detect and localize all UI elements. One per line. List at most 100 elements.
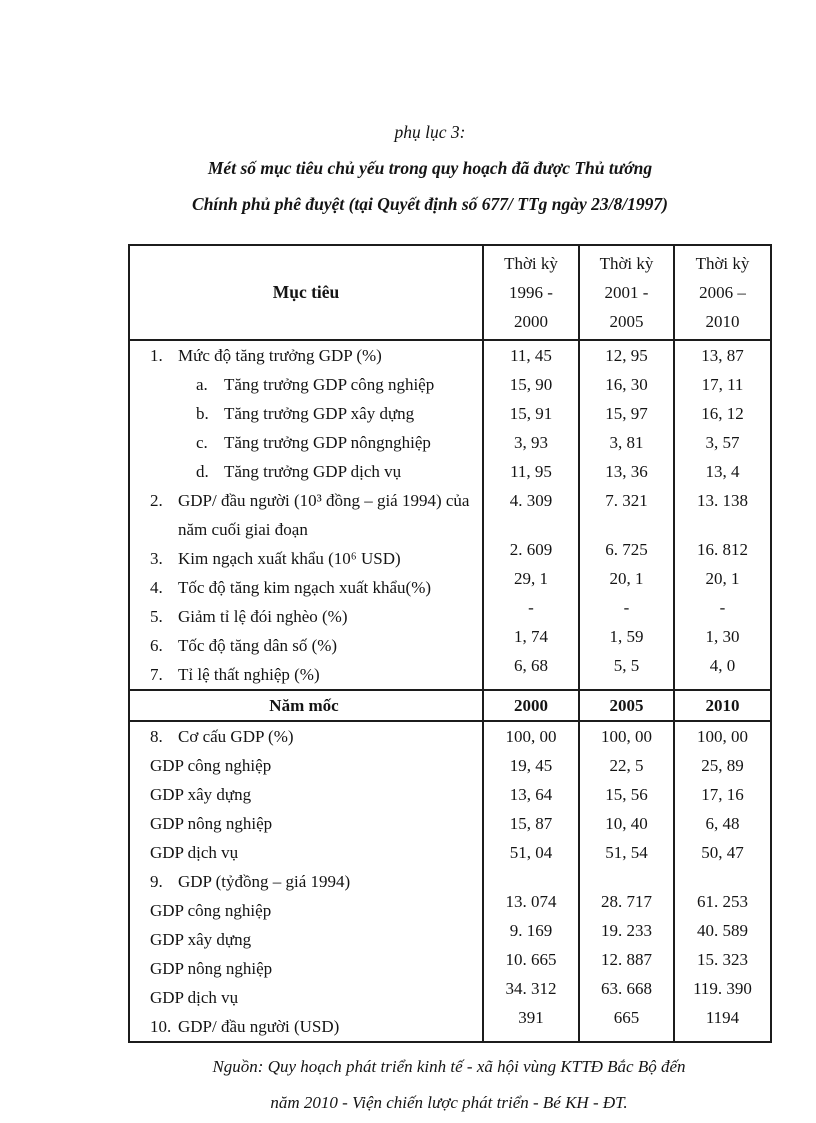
table-header-row: Mục tiêu Thời kỳ 1996 - 2000 Thời kỳ 200… bbox=[129, 245, 771, 341]
table-row: 7. Tỉ lệ thất nghiệp (%) 6, 68 5, 5 4, 0 bbox=[129, 656, 771, 690]
table-row: b. Tăng trưởng GDP xây dựng 15, 91 15, 9… bbox=[129, 399, 771, 428]
row-value-2001-2005: 15, 97 bbox=[578, 399, 674, 428]
title-main: Mét số mục tiêu chủ yếu trong quy hoạch … bbox=[192, 158, 668, 214]
row-value-1996-2000: 13, 64 bbox=[482, 780, 579, 809]
targets-table: Mục tiêu Thời kỳ 1996 - 2000 Thời kỳ 200… bbox=[128, 244, 772, 1043]
row-value-1996-2000: 3, 93 bbox=[482, 428, 579, 457]
row-value-1996-2000: 4. 309 bbox=[482, 486, 579, 544]
row-number: 2. bbox=[150, 491, 163, 510]
row-value-1996-2000: 2000 bbox=[482, 689, 579, 722]
row-value-1996-2000: 100, 00 bbox=[482, 721, 579, 751]
row-label: GDP/ đầu người (10³ đồng – giá 1994) của… bbox=[178, 491, 470, 539]
row-value-2006-2010: 4, 0 bbox=[673, 656, 771, 690]
row-number: 1. bbox=[150, 346, 163, 365]
row-value-1996-2000: 51, 04 bbox=[482, 838, 579, 867]
table-row: GDP xây dựng 13, 64 15, 56 17, 16 bbox=[129, 780, 771, 809]
row-value-2001-2005: 2005 bbox=[578, 689, 674, 722]
table-row: 10. GDP/ đầu người (USD) 391 665 1194 bbox=[129, 1008, 771, 1042]
row-value-1996-2000: 10. 665 bbox=[482, 950, 579, 983]
row-value-2006-2010: 13. 138 bbox=[673, 486, 771, 544]
row-value-2001-2005: 13, 36 bbox=[578, 457, 674, 486]
row-number: 8. bbox=[150, 727, 163, 746]
row-value-2001-2005: 51, 54 bbox=[578, 838, 674, 867]
row-value-2001-2005: 7. 321 bbox=[578, 486, 674, 544]
row-number: 6. bbox=[150, 636, 163, 655]
row-value-2001-2005: 10, 40 bbox=[578, 809, 674, 838]
row-label: Tăng trưởng GDP nôngnghiệp bbox=[224, 433, 431, 452]
row-value-2001-2005: 12. 887 bbox=[578, 950, 674, 983]
row-value-2006-2010: 61. 253 bbox=[673, 892, 771, 925]
row-label: Tăng trưởng GDP xây dựng bbox=[224, 404, 415, 423]
row-value-2006-2010: 15. 323 bbox=[673, 950, 771, 983]
row-label: Năm mốc bbox=[269, 696, 339, 715]
row-value-1996-2000: 11, 45 bbox=[482, 340, 579, 370]
row-label: GDP công nghiệp bbox=[150, 901, 272, 920]
row-number: d. bbox=[196, 462, 209, 481]
table-row: 8. Cơ cấu GDP (%) 100, 00 100, 00 100, 0… bbox=[129, 721, 771, 751]
header-muc-tieu: Mục tiêu bbox=[129, 245, 483, 341]
table-row: 9. GDP (tỷđồng – giá 1994) bbox=[129, 867, 771, 896]
row-value-2001-2005 bbox=[578, 867, 674, 896]
row-value-2006-2010: 17, 11 bbox=[673, 370, 771, 399]
title-prefix: phụ lục 3: bbox=[394, 122, 466, 142]
row-value-2006-2010: 40. 589 bbox=[673, 921, 771, 954]
row-value-1996-2000: 13. 074 bbox=[482, 892, 579, 925]
source-note: Nguồn: Quy hoạch phát triển kinh tế - xã… bbox=[212, 1057, 686, 1112]
row-value-1996-2000: 1, 74 bbox=[482, 627, 579, 660]
row-number: 7. bbox=[150, 665, 163, 684]
table-row: GDP nông nghiệp 10. 665 12. 887 15. 323 bbox=[129, 950, 771, 983]
table-row: 5. Giảm tỉ lệ đói nghèo (%) - - - bbox=[129, 598, 771, 631]
row-value-2006-2010: 119. 390 bbox=[673, 979, 771, 1012]
row-value-2001-2005: 6. 725 bbox=[578, 540, 674, 573]
row-value-2006-2010: 13, 4 bbox=[673, 457, 771, 486]
table-row: GDP công nghiệp 19, 45 22, 5 25, 89 bbox=[129, 751, 771, 780]
row-value-2001-2005: 12, 95 bbox=[578, 340, 674, 370]
row-value-1996-2000: 19, 45 bbox=[482, 751, 579, 780]
row-value-2006-2010: 25, 89 bbox=[673, 751, 771, 780]
row-value-2006-2010 bbox=[673, 867, 771, 896]
row-number: 3. bbox=[150, 549, 163, 568]
table-row: 6. Tốc độ tăng dân số (%) 1, 74 1, 59 1,… bbox=[129, 627, 771, 660]
row-number: 5. bbox=[150, 607, 163, 626]
row-value-2006-2010: 1, 30 bbox=[673, 627, 771, 660]
row-value-2001-2005: 5, 5 bbox=[578, 656, 674, 690]
row-value-2001-2005: 1, 59 bbox=[578, 627, 674, 660]
header-period-1996-2000: Thời kỳ 1996 - 2000 bbox=[482, 245, 579, 341]
row-value-2006-2010: 50, 47 bbox=[673, 838, 771, 867]
table-row: 4. Tốc độ tăng kim ngạch xuất khẩu(%) 29… bbox=[129, 569, 771, 602]
table-row: d. Tăng trưởng GDP dịch vụ 11, 95 13, 36… bbox=[129, 457, 771, 486]
table-row: 1. Mức độ tăng trưởng GDP (%) 11, 45 12,… bbox=[129, 340, 771, 370]
row-label: GDP (tỷđồng – giá 1994) bbox=[178, 872, 351, 891]
row-value-2006-2010: 13, 87 bbox=[673, 340, 771, 370]
row-label: GDP xây dựng bbox=[150, 785, 252, 804]
row-value-1996-2000: 391 bbox=[482, 1008, 579, 1042]
row-value-2006-2010: 100, 00 bbox=[673, 721, 771, 751]
row-label: GDP nông nghiệp bbox=[150, 959, 273, 978]
row-label: GDP dịch vụ bbox=[150, 988, 239, 1007]
row-value-2006-2010: 3, 57 bbox=[673, 428, 771, 457]
row-value-2006-2010: 6, 48 bbox=[673, 809, 771, 838]
header-period-2001-2005: Thời kỳ 2001 - 2005 bbox=[578, 245, 674, 341]
row-value-1996-2000: 15, 91 bbox=[482, 399, 579, 428]
row-label: Mức độ tăng trưởng GDP (%) bbox=[178, 346, 382, 365]
row-number: a. bbox=[196, 375, 208, 394]
row-value-2006-2010: 16, 12 bbox=[673, 399, 771, 428]
row-value-2006-2010: 2010 bbox=[673, 689, 771, 722]
row-label: Tốc độ tăng dân số (%) bbox=[178, 636, 338, 655]
row-label: Kim ngạch xuất khẩu (10⁶ USD) bbox=[178, 549, 401, 568]
row-value-2001-2005: 63. 668 bbox=[578, 979, 674, 1012]
row-value-1996-2000: 2. 609 bbox=[482, 540, 579, 573]
row-value-2001-2005: 19. 233 bbox=[578, 921, 674, 954]
row-label: Tăng trưởng GDP dịch vụ bbox=[224, 462, 402, 481]
table-row: 3. Kim ngạch xuất khẩu (10⁶ USD) 2. 609 … bbox=[129, 540, 771, 573]
row-value-1996-2000: - bbox=[482, 598, 579, 631]
header-period-2006-2010: Thời kỳ 2006 – 2010 bbox=[673, 245, 771, 341]
row-value-1996-2000: 9. 169 bbox=[482, 921, 579, 954]
page-title: phụ lục 3: Mét số mục tiêu chủ yếu trong… bbox=[106, 78, 754, 222]
row-value-2006-2010: 16. 812 bbox=[673, 540, 771, 573]
row-value-1996-2000: 15, 90 bbox=[482, 370, 579, 399]
row-number: c. bbox=[196, 433, 208, 452]
table-row: GDP nông nghiệp 15, 87 10, 40 6, 48 bbox=[129, 809, 771, 838]
row-value-2006-2010: 20, 1 bbox=[673, 569, 771, 602]
row-label: Tốc độ tăng kim ngạch xuất khẩu(%) bbox=[178, 578, 432, 597]
